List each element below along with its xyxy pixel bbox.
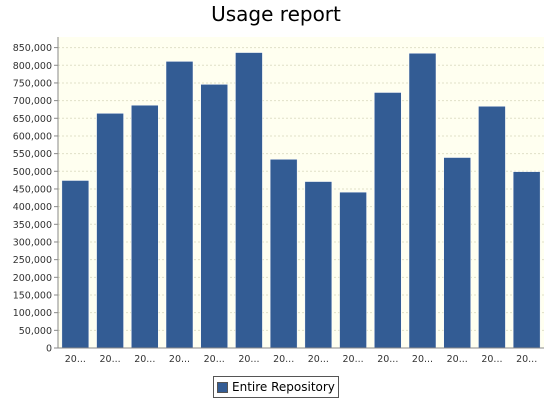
- legend-swatch: [217, 381, 228, 393]
- y-tick-label: 50,000: [19, 326, 52, 337]
- y-tick-label: 250,000: [13, 255, 52, 266]
- y-tick-label: 150,000: [13, 290, 52, 301]
- bar: [131, 104, 159, 349]
- x-tick-label: 20...: [204, 354, 225, 365]
- y-tick-label: 850,000: [13, 43, 52, 54]
- y-tick-label: 100,000: [13, 308, 52, 319]
- bar: [165, 61, 194, 349]
- x-tick-label: 20...: [134, 354, 155, 365]
- bar: [235, 52, 263, 349]
- y-tick-label: 400,000: [13, 202, 52, 213]
- x-tick-label: 20...: [99, 354, 120, 365]
- x-tick-label: 20...: [481, 354, 502, 365]
- y-tick-label: 450,000: [13, 184, 52, 195]
- x-tick-label: 20...: [65, 354, 86, 365]
- y-tick-label: 600,000: [13, 131, 52, 142]
- x-tick-label: 20...: [169, 354, 190, 365]
- x-tick-label: 20...: [447, 354, 468, 365]
- bar: [96, 113, 124, 349]
- y-tick-label: 650,000: [13, 114, 52, 125]
- bar: [269, 159, 298, 349]
- x-tick-label: 20...: [308, 354, 329, 365]
- y-tick-label: 750,000: [13, 78, 52, 89]
- y-tick-label: 500,000: [13, 167, 52, 178]
- y-tick-label: 700,000: [13, 96, 52, 107]
- bar: [339, 191, 367, 349]
- x-tick-label: 20...: [273, 354, 294, 365]
- bar: [478, 106, 506, 349]
- y-tick-label: 550,000: [13, 149, 52, 160]
- bar: [443, 157, 471, 349]
- legend: Entire Repository: [213, 376, 339, 398]
- bar: [61, 180, 90, 349]
- legend-label: Entire Repository: [232, 380, 335, 394]
- bar: [200, 84, 228, 349]
- bar: [408, 53, 437, 349]
- y-tick-label: 200,000: [13, 273, 52, 284]
- x-tick-label: 20...: [377, 354, 398, 365]
- y-tick-label: 0: [46, 344, 52, 355]
- x-tick-label: 20...: [412, 354, 433, 365]
- bar-chart: 0 50,000 100,000 150,000 200,000 250,000 300,0…: [13, 37, 544, 365]
- plot-area: [58, 37, 544, 348]
- bar: [374, 92, 402, 349]
- x-tick-label: 20...: [516, 354, 537, 365]
- y-tick-label: 300,000: [13, 237, 52, 248]
- y-tick-label: 800,000: [13, 61, 52, 72]
- x-tick-label: 20...: [342, 354, 363, 365]
- bar: [512, 171, 541, 349]
- y-tick-label: 350,000: [13, 220, 52, 231]
- x-tick-label: 20...: [238, 354, 259, 365]
- chart-title: Usage report: [211, 2, 341, 26]
- bar: [304, 181, 333, 349]
